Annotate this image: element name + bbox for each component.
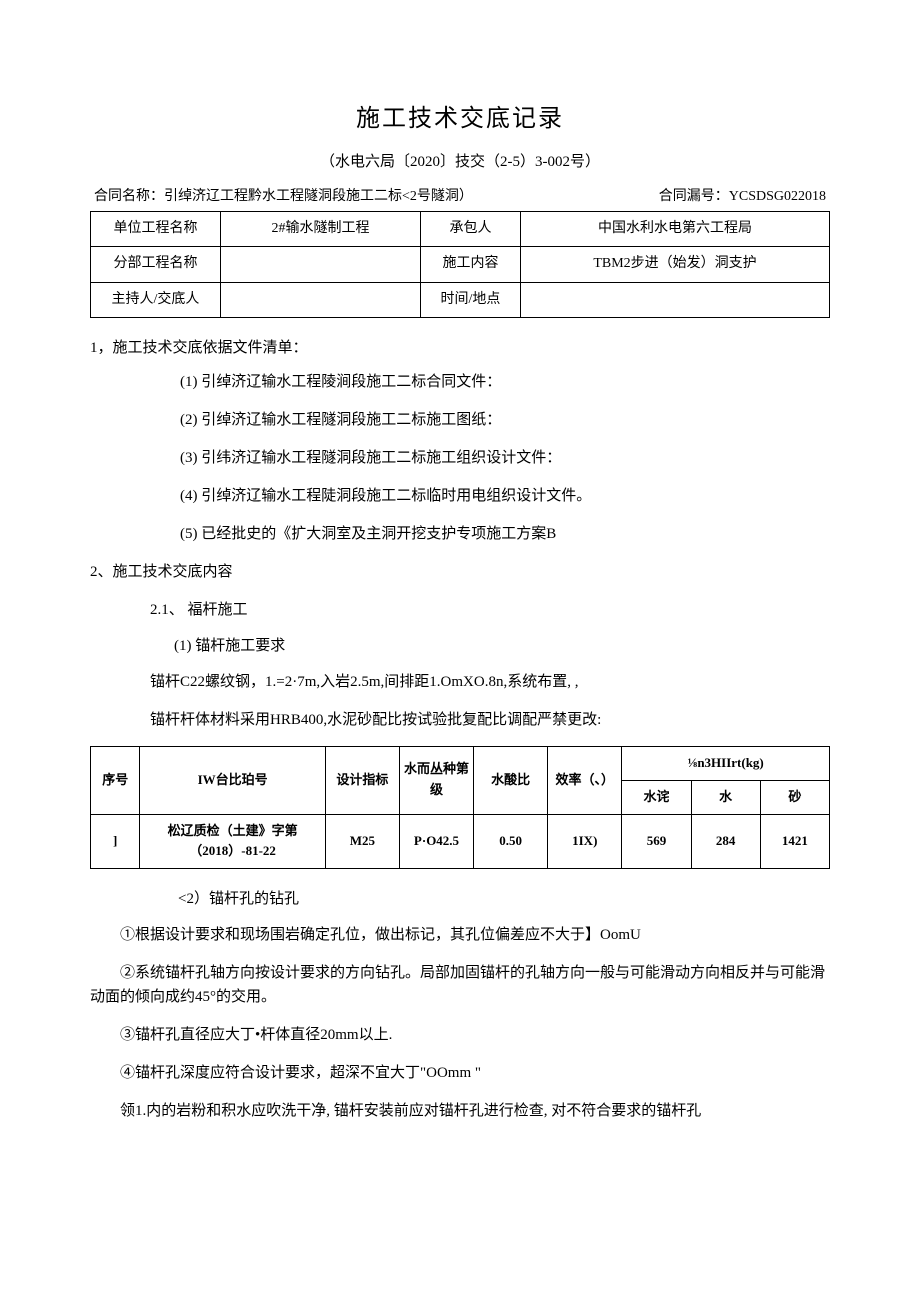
section2-1-sub: (1) 锚杆施工要求	[174, 634, 830, 658]
cell-content-value: TBM2步进（始发）洞支护	[521, 247, 830, 282]
subsection-2-heading: <2）锚杆孔的钻孔	[178, 887, 830, 911]
cell-time-value	[521, 282, 830, 317]
step-2: ②系统锚杆孔轴方向按设计要求的方向钻孔。局部加固锚杆的孔轴方向一般与可能滑动方向…	[90, 961, 830, 1009]
th-eff: 效率（、）	[548, 746, 622, 814]
td-eff: 1IX)	[548, 814, 622, 869]
th-group: ⅛n3HIIrt(kg)	[622, 746, 830, 780]
td-sand: 1421	[760, 814, 829, 869]
cell-division-label: 分部工程名称	[91, 247, 221, 282]
cell-host-value	[221, 282, 421, 317]
cell-contractor-value: 中国水利水电第六工程局	[521, 211, 830, 246]
td-seq: ]	[91, 814, 140, 869]
step-4: ④锚杆孔深度应符合设计要求，超深不宜大丁"OOmm "	[90, 1061, 830, 1085]
doc-number: （水电六局〔2020〕技交（2-5）3-002号）	[90, 150, 830, 174]
anchor-material-para: 锚杆杆体材料采用HRB400,水泥砂配比按试验批复配比调配严禁更改:	[150, 708, 830, 732]
table-row: ] 松辽质检（土建》字第（2018）-81-22 M25 P·O42.5 0.5…	[91, 814, 830, 869]
list-item: (4) 引绰济辽输水工程陡洞段施工二标临时用电组织设计文件。	[180, 484, 830, 508]
cell-unit-value: 2#输水隧制工程	[221, 211, 421, 246]
section1-heading: 1，施工技术交底依据文件清单：	[90, 336, 830, 360]
th-ratio: 水酸比	[474, 746, 548, 814]
step-5: 领1.内的岩粉和积水应吹洗干净, 锚杆安装前应对锚杆孔进行检查, 对不符合要求的…	[90, 1099, 830, 1123]
section2-heading: 2、施工技术交底内容	[90, 560, 830, 584]
table-row: 分部工程名称 施工内容 TBM2步进（始发）洞支护	[91, 247, 830, 282]
list-item: (5) 已经批史的《扩大洞室及主洞开挖支护专项施工方案B	[180, 522, 830, 546]
mix-ratio-table: 序号 IW台比珀号 设计指标 水而丛种第级 水酸比 效率（、） ⅛n3HIIrt…	[90, 746, 830, 869]
table-row: 主持人/交底人 时间/地点	[91, 282, 830, 317]
table-row: 序号 IW台比珀号 设计指标 水而丛种第级 水酸比 效率（、） ⅛n3HIIrt…	[91, 746, 830, 780]
info-table: 单位工程名称 2#输水隧制工程 承包人 中国水利水电第六工程局 分部工程名称 施…	[90, 211, 830, 318]
th-cement: 水诧	[622, 780, 691, 814]
th-sand: 砂	[760, 780, 829, 814]
anchor-spec-para: 锚杆C22螺纹钢，1.=2·7m,入岩2.5m,间排距1.OmXO.8n,系统布…	[150, 670, 830, 694]
list-item: (1) 引绰济辽输水工程陵涧段施工二标合同文件：	[180, 370, 830, 394]
table-row: 单位工程名称 2#输水隧制工程 承包人 中国水利水电第六工程局	[91, 211, 830, 246]
list-item: (2) 引绰济辽输水工程隧洞段施工二标施工图纸：	[180, 408, 830, 432]
th-code: IW台比珀号	[140, 746, 325, 814]
step-1: ①根据设计要求和现场围岩确定孔位，做出标记，其孔位偏差应不大于】OomU	[90, 923, 830, 947]
th-seq: 序号	[91, 746, 140, 814]
page-title: 施工技术交底记录	[90, 100, 830, 138]
cell-host-label: 主持人/交底人	[91, 282, 221, 317]
cell-content-label: 施工内容	[421, 247, 521, 282]
section2-1-heading: 2.1、 福杆施工	[150, 598, 830, 622]
step-3: ③锚杆孔直径应大丁•杆体直径20mm以上.	[90, 1023, 830, 1047]
td-ratio: 0.50	[474, 814, 548, 869]
td-cement: 569	[622, 814, 691, 869]
cell-contractor-label: 承包人	[421, 211, 521, 246]
list-item: (3) 引纬济辽输水工程隧洞段施工二标施工组织设计文件：	[180, 446, 830, 470]
th-design: 设计指标	[325, 746, 399, 814]
contract-code: 合同漏号：YCSDSG022018	[659, 186, 826, 208]
cell-time-label: 时间/地点	[421, 282, 521, 317]
th-water: 水	[691, 780, 760, 814]
contract-name: 合同名称：引绰济辽工程黔水工程隧洞段施工二标<2号隧洞）	[94, 186, 473, 208]
contract-row: 合同名称：引绰济辽工程黔水工程隧洞段施工二标<2号隧洞） 合同漏号：YCSDSG…	[90, 186, 830, 208]
td-code: 松辽质检（土建》字第（2018）-81-22	[140, 814, 325, 869]
td-water: 284	[691, 814, 760, 869]
td-design: M25	[325, 814, 399, 869]
td-grade: P·O42.5	[399, 814, 473, 869]
cell-division-value	[221, 247, 421, 282]
cell-unit-label: 单位工程名称	[91, 211, 221, 246]
th-grade: 水而丛种第级	[399, 746, 473, 814]
